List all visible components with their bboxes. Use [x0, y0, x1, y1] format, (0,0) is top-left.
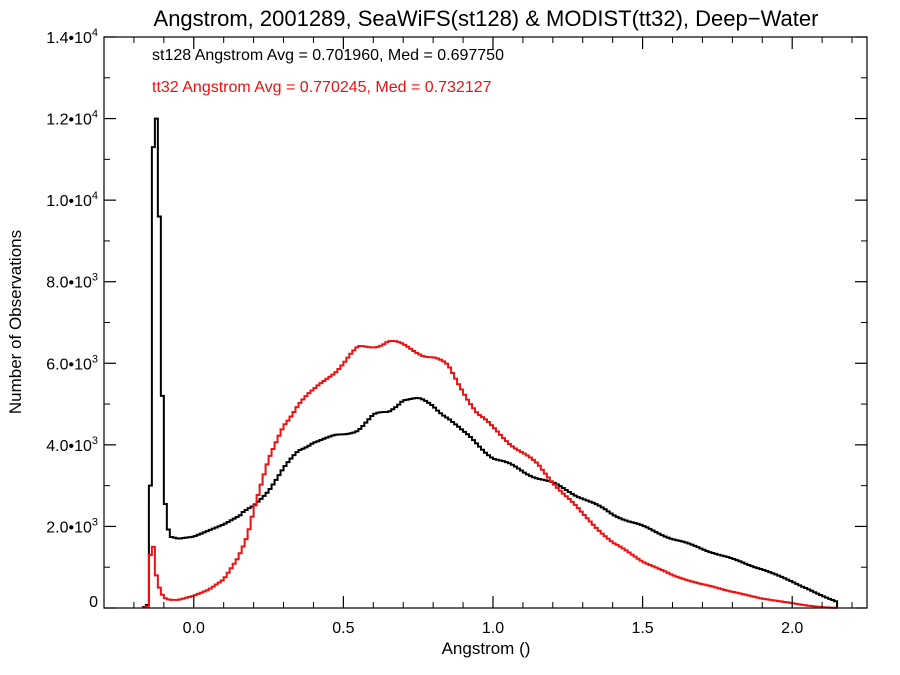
- y-tick-mantissa: 6.0•10: [46, 356, 92, 373]
- y-tick-exponent: 4: [92, 109, 98, 121]
- y-tick-mantissa: 2.0•10: [46, 519, 92, 536]
- annotation-tt32-stats: tt32 Angstrom Avg = 0.770245, Med = 0.73…: [152, 79, 492, 96]
- chart-title: Angstrom, 2001289, SeaWiFS(st128) & MODI…: [154, 6, 819, 31]
- annotation-st128-stats: st128 Angstrom Avg = 0.701960, Med = 0.6…: [152, 47, 504, 64]
- plot-frame: [103, 36, 868, 609]
- y-tick-label: 1.2•104: [46, 109, 98, 129]
- series-line-tt32: [141, 340, 839, 609]
- y-tick-exponent: 4: [92, 27, 98, 39]
- x-axis-ticks: 0.0 0.5 1.0 1.5 2.0: [133, 37, 853, 637]
- x-tick-label: 0.0: [183, 620, 205, 637]
- series-layer: [141, 117, 839, 609]
- y-tick-mantissa: 4.0•10: [46, 438, 92, 455]
- x-tick-label: 1.0: [482, 620, 504, 637]
- y-tick-label: 2.0•103: [46, 516, 98, 536]
- x-tick-label: 2.0: [781, 620, 803, 637]
- y-tick-mantissa: 1.0•10: [46, 193, 92, 210]
- y-axis-ticks: 02.0•1034.0•1036.0•1038.0•1031.0•1041.2•…: [46, 27, 867, 611]
- y-tick-exponent: 3: [92, 516, 98, 528]
- y-tick-label: 1.0•104: [46, 190, 98, 210]
- y-tick-label: 1.4•104: [46, 27, 98, 47]
- x-tick-label: 0.5: [332, 620, 354, 637]
- y-tick-mantissa: 0: [89, 594, 98, 611]
- y-tick-label: 8.0•103: [46, 272, 98, 292]
- y-tick-mantissa: 1.4•10: [46, 30, 92, 47]
- series-line-st128: [141, 117, 839, 608]
- y-tick-label: 4.0•103: [46, 435, 98, 455]
- y-axis-label: Number of Observations: [6, 230, 25, 414]
- y-tick-exponent: 3: [92, 435, 98, 447]
- y-tick-exponent: 3: [92, 272, 98, 284]
- x-tick-label: 1.5: [631, 620, 653, 637]
- y-tick-mantissa: 8.0•10: [46, 275, 92, 292]
- y-tick-label: 0: [89, 594, 98, 611]
- y-tick-label: 6.0•103: [46, 353, 98, 373]
- y-tick-mantissa: 1.2•10: [46, 112, 92, 129]
- y-tick-exponent: 3: [92, 353, 98, 365]
- y-tick-exponent: 4: [92, 190, 98, 202]
- x-axis-label: Angstrom (): [442, 639, 531, 658]
